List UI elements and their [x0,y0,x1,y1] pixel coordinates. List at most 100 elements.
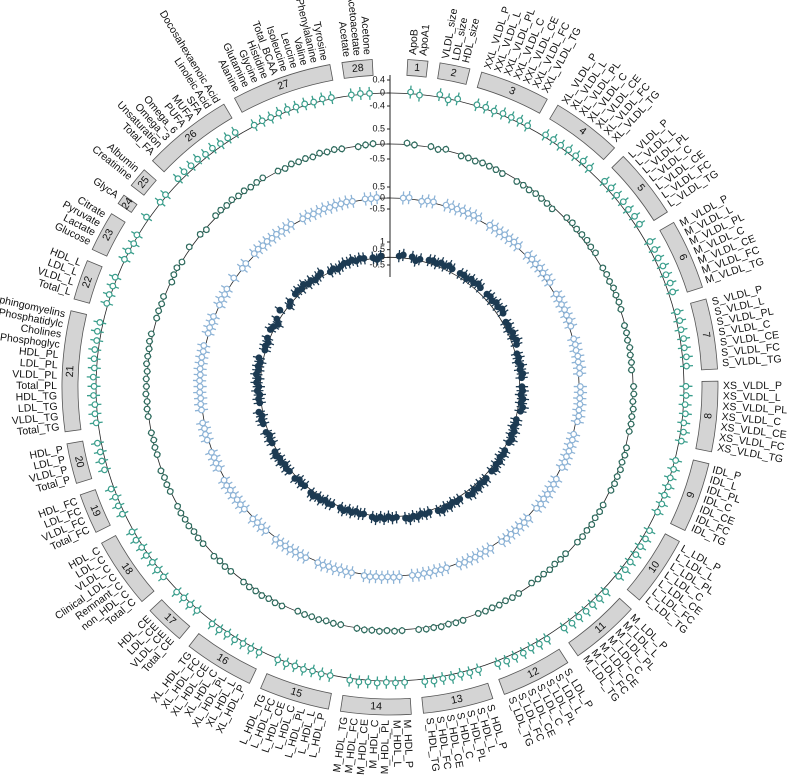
estimate-point [194,534,202,542]
estimate-point [318,95,326,103]
estimate-point [592,249,599,257]
estimate-point [579,533,587,541]
estimate-point [630,383,637,390]
estimate-point [565,447,573,455]
estimate-point [227,567,235,575]
estimate-point [237,501,244,509]
estimate-point [281,542,289,550]
estimate-point [626,344,634,351]
estimate-point [361,195,369,203]
estimate-point [202,150,209,158]
axis-tick-label: -0.4 [369,100,385,110]
axis-tick-label: 0 [380,87,385,97]
estimate-point [476,284,484,292]
estimate-point [610,284,617,292]
estimate-point [349,197,356,205]
estimate-point [168,278,176,286]
estimate-point [520,519,528,526]
estimate-point [491,224,499,232]
estimate-point [145,345,153,353]
group-box [611,155,668,222]
estimate-point [474,610,482,617]
estimate-point [373,194,381,201]
estimate-point [682,382,690,390]
axis-tick-label: -0.5 [369,203,385,213]
axis-tick-label: 0.4 [372,74,385,84]
group-box [476,71,548,114]
estimate-point [682,353,690,361]
estimate-point [226,486,234,494]
estimate-point [320,205,328,213]
estimate-point [354,143,362,151]
estimate-point [163,481,171,489]
estimate-point [583,236,591,244]
estimate-point [558,301,565,308]
estimate-point [466,555,474,563]
group-number: 1 [414,62,421,74]
estimate-point [299,215,307,223]
estimate-point [563,214,571,222]
estimate-point [174,502,182,510]
estimate-point [93,327,101,335]
group-number: 19 [87,503,103,519]
estimate-point [568,619,576,627]
estimate-point [646,238,654,245]
estimate-point [255,354,263,362]
estimate-point [98,457,106,465]
estimate-point [302,554,310,562]
group-box [233,64,334,113]
estimate-point [427,143,435,150]
group-box [91,213,126,257]
estimate-point [196,377,203,385]
metabolite-label: ApoA1 [417,24,432,57]
estimate-point [253,179,261,186]
estimate-point [206,324,214,331]
estimate-point [512,527,520,535]
estimate-point [577,389,584,396]
estimate-point [196,389,204,396]
estimate-point [607,184,615,192]
estimate-point [454,95,462,103]
estimate-point [257,523,265,531]
estimate-point [573,225,581,233]
metabolite-label: LDL_PL [19,357,58,371]
estimate-point [524,251,532,259]
estimate-point [233,496,241,504]
estimate-point [203,436,211,444]
metabolite-label: Total_TG [16,421,60,438]
estimate-point [398,627,406,635]
estimate-point [220,476,228,484]
estimate-point [181,515,189,523]
estimate-point [240,578,247,586]
estimate-point [579,157,587,165]
estimate-point [199,540,207,548]
estimate-point [287,220,295,228]
estimate-point [532,260,539,268]
estimate-point [673,308,681,316]
estimate-point [268,234,276,242]
estimate-point [408,571,416,579]
estimate-point [528,579,535,587]
estimate-point [304,212,312,220]
estimate-point [537,500,545,508]
estimate-point [180,594,188,602]
estimate-point [426,569,434,577]
estimate-point [486,221,494,229]
estimate-point [475,666,482,674]
estimate-point [283,106,291,113]
estimate-point [392,679,399,687]
estimate-point [471,157,479,165]
estimate-point [91,346,99,353]
metabolite-label: XS_VLDL_L [723,390,781,404]
estimate-point [680,344,688,352]
estimate-point [525,186,533,194]
estimate-point [215,465,223,472]
estimate-point [411,141,418,149]
estimate-point [538,195,545,202]
group-number: 15 [289,685,304,700]
estimate-point [278,602,286,610]
estimate-point [275,109,283,117]
estimate-point [177,509,185,517]
group-number: 7 [700,331,713,339]
estimate-point [196,371,204,379]
